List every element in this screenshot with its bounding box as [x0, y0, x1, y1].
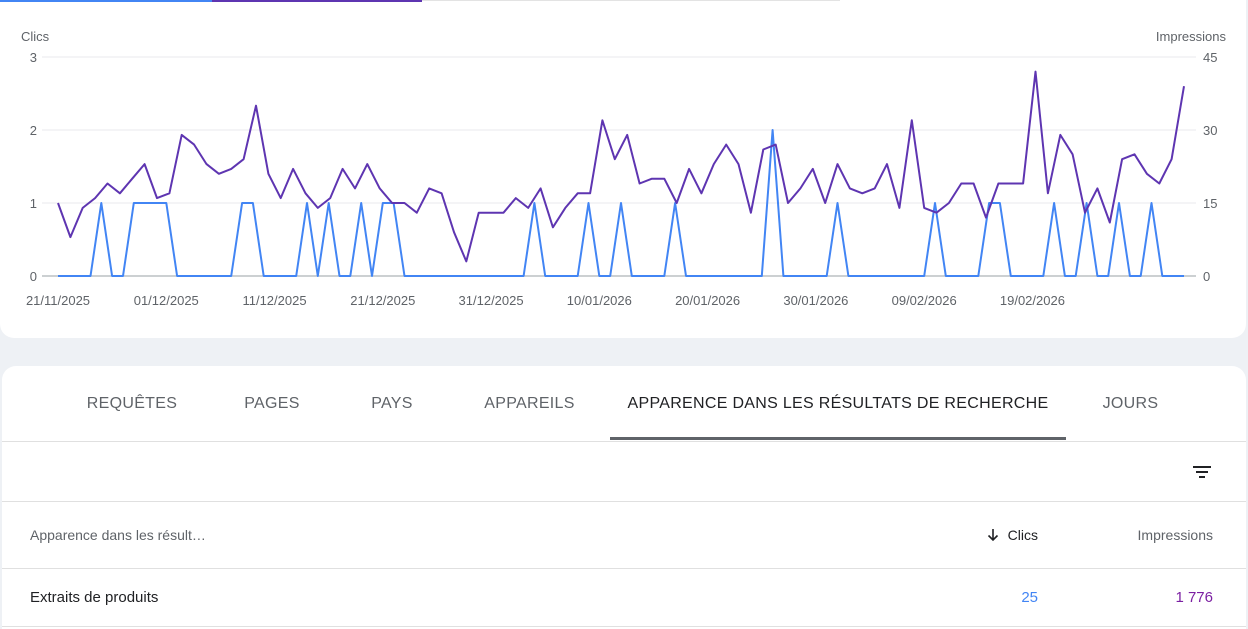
tab-jours[interactable]: JOURS	[1102, 395, 1159, 412]
performance-line-chart: Clics Impressions 0 0 1 15 2 30 3 45 21/11/2025 0…	[21, 29, 1227, 308]
tab-pages[interactable]: PAGES	[244, 395, 300, 412]
right-tick-label: 15	[1203, 196, 1217, 211]
performance-chart-card: Clics Impressions 0 0 1 15 2 30 3 45 21/11/2025 0…	[0, 0, 1246, 338]
column-header-clics[interactable]: Clics	[986, 502, 1038, 568]
x-tick-label: 20/01/2026	[675, 293, 740, 308]
filter-icon[interactable]	[1188, 458, 1216, 486]
x-tick-label: 01/12/2025	[134, 293, 199, 308]
x-tick-label: 11/12/2025	[242, 293, 306, 308]
right-tick-label: 0	[1203, 269, 1210, 284]
x-tick-label: 21/11/2025	[26, 293, 90, 308]
row-apparence: Extraits de produits	[30, 589, 159, 606]
tab-appareils[interactable]: APPAREILS	[484, 395, 575, 412]
metric-divider	[422, 0, 840, 1]
left-axis-label: Clics	[21, 29, 50, 44]
row-clics: 25	[1021, 589, 1038, 606]
x-tick-label: 30/01/2026	[783, 293, 848, 308]
right-tick-label: 30	[1203, 123, 1217, 138]
impressions-series-line	[57, 70, 1185, 263]
right-axis-label: Impressions	[1156, 29, 1227, 44]
left-tick-label: 1	[30, 196, 37, 211]
clics-metric-indicator	[0, 0, 212, 2]
x-tick-label: 31/12/2025	[459, 293, 524, 308]
arrow-down-icon	[987, 529, 998, 542]
tab-apparence-resultats[interactable]: APPARENCE DANS LES RÉSULTATS DE RECHERCH…	[627, 395, 1049, 412]
x-tick-label: 19/02/2026	[1000, 293, 1065, 308]
tab-pays[interactable]: PAYS	[371, 395, 413, 412]
x-tick-label: 09/02/2026	[892, 293, 957, 308]
table-row[interactable]: Extraits de produits 25 1 776	[2, 569, 1246, 627]
column-header-clics-label: Clics	[1007, 527, 1038, 543]
table-toolbar	[2, 442, 1246, 502]
impressions-metric-indicator	[212, 0, 422, 2]
row-impressions: 1 776	[1175, 589, 1213, 606]
right-tick-label: 45	[1203, 50, 1217, 65]
dimension-table-card: REQUÊTES PAGES PAYS APPAREILS APPARENCE …	[2, 366, 1246, 629]
left-tick-label: 0	[30, 269, 37, 284]
table-header: Apparence dans les résult… Clics Impress…	[2, 502, 1246, 569]
x-tick-label: 21/12/2025	[350, 293, 415, 308]
tab-requetes[interactable]: REQUÊTES	[86, 395, 178, 412]
left-tick-label: 3	[30, 50, 37, 65]
column-header-apparence[interactable]: Apparence dans les résult…	[30, 527, 206, 543]
x-tick-label: 10/01/2026	[567, 293, 632, 308]
dimension-tabs: REQUÊTES PAGES PAYS APPAREILS APPARENCE …	[2, 366, 1246, 442]
clics-series-line	[58, 129, 1184, 277]
left-tick-label: 2	[30, 123, 37, 138]
active-tab-indicator	[610, 437, 1066, 440]
column-header-impressions[interactable]: Impressions	[1137, 527, 1213, 543]
